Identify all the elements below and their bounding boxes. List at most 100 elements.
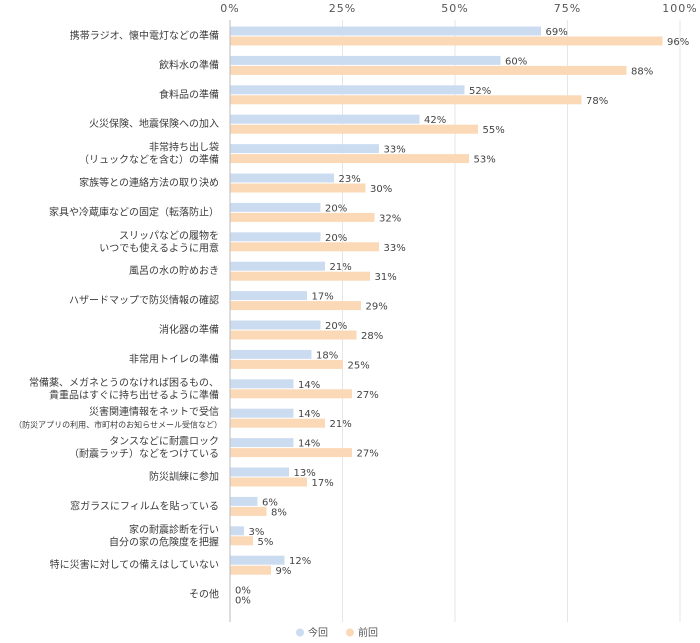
bar-current (230, 379, 294, 389)
bar-current (230, 320, 321, 330)
category-label: 飲料水の準備 (159, 58, 219, 71)
legend-label: 今回 (308, 626, 328, 639)
x-tick-label: 0% (220, 2, 239, 15)
category-label: 窓ガラスにフィルムを貼っている (70, 499, 219, 512)
x-tick-label: 75% (554, 2, 581, 15)
data-label: 3% (249, 527, 265, 538)
data-label: 33% (384, 145, 406, 156)
category-label: 携帯ラジオ、懐中電灯などの準備 (70, 29, 219, 42)
bar-previous (230, 36, 663, 46)
bar-current (230, 555, 285, 565)
bar-current (230, 349, 312, 359)
bar-previous (230, 448, 352, 458)
data-label: 27% (357, 449, 379, 460)
bar-previous (230, 389, 352, 399)
data-label: 42% (424, 115, 446, 126)
data-label: 52% (469, 86, 491, 97)
category-label: （リュックなどを含む）の準備 (79, 153, 219, 166)
bar-current (230, 55, 501, 65)
category-label: 非常用トイレの準備 (129, 352, 219, 365)
data-label: 14% (298, 409, 320, 420)
data-label: 17% (312, 478, 334, 489)
category-label: ハザードマップで防災情報の確認 (69, 294, 219, 307)
data-label: 9% (276, 566, 292, 577)
data-label: 23% (339, 174, 361, 185)
bar-previous (230, 183, 366, 193)
bar-previous (230, 301, 361, 311)
data-label: 30% (370, 184, 392, 195)
category-label: タンスなどに耐震ロック (109, 435, 219, 448)
data-label: 88% (631, 66, 653, 77)
data-label: 78% (586, 96, 608, 107)
category-label: 防災訓練に参加 (149, 470, 219, 483)
data-label: 20% (325, 203, 347, 214)
bar-previous (230, 536, 253, 546)
bar-current (230, 438, 294, 448)
data-label: 31% (375, 272, 397, 283)
data-label: 8% (271, 507, 287, 518)
data-label: 6% (262, 497, 278, 508)
bar-previous (230, 271, 370, 281)
category-label: 常備薬、メガネとうのなければ困るもの、 (29, 376, 219, 389)
data-label: 20% (325, 233, 347, 244)
data-label: 55% (483, 125, 505, 136)
bar-previous (230, 242, 379, 252)
bar-previous (230, 418, 325, 428)
category-label: 自分の家の危険度を把握 (109, 535, 219, 548)
x-tick-label: 50% (441, 2, 468, 15)
data-label: 17% (312, 292, 334, 303)
data-label: 5% (258, 537, 274, 548)
data-label: 0% (235, 586, 251, 597)
category-label: 非常持ち出し袋 (149, 141, 219, 154)
bar-previous (230, 154, 469, 164)
bar-current (230, 85, 465, 95)
data-label: 20% (325, 321, 347, 332)
legend-swatch-current (296, 628, 304, 637)
category-label: 消化器の準備 (159, 323, 219, 336)
bar-previous (230, 506, 267, 516)
bar-previous (230, 330, 357, 340)
bar-current (230, 526, 244, 536)
data-label: 21% (330, 262, 352, 273)
category-label: 貴重品はすぐに持ち出せるように準備 (49, 388, 219, 401)
data-label: 29% (366, 302, 388, 313)
category-label: 家具や冷蔵庫などの固定（転落防止） (49, 205, 219, 218)
category-label: 特に災害に対しての備えはしていない (50, 558, 219, 571)
bar-current (230, 144, 379, 154)
bar-previous (230, 477, 307, 487)
category-label: 災害関連情報をネットで受信 (89, 405, 219, 418)
x-tick-label: 25% (329, 2, 356, 15)
category-label: その他 (189, 588, 219, 601)
bar-previous (230, 124, 478, 134)
data-label: 14% (298, 439, 320, 450)
legend-label: 前回 (358, 626, 378, 639)
legend-swatch-previous (346, 628, 354, 637)
data-label: 27% (357, 390, 379, 401)
data-label: 0% (235, 596, 251, 607)
data-label: 12% (289, 556, 311, 567)
category-label: （耐震ラッチ）などをつけている (69, 447, 219, 460)
data-label: 33% (384, 243, 406, 254)
bar-current (230, 173, 334, 183)
bar-previous (230, 65, 627, 75)
data-label: 60% (505, 56, 527, 67)
bar-current (230, 202, 321, 212)
category-label: （防災アプリの利用、市町村のお知らせメール受信など） (14, 420, 222, 430)
data-label: 14% (298, 380, 320, 391)
data-label: 28% (361, 331, 383, 342)
bar-current (230, 232, 321, 242)
bar-current (230, 408, 294, 418)
data-label: 18% (316, 350, 338, 361)
bar-previous (230, 212, 375, 222)
bar-current (230, 261, 325, 271)
bar-previous (230, 359, 343, 369)
bar-current (230, 114, 420, 124)
data-label: 32% (379, 213, 401, 224)
category-label: スリッパなどの履物を (119, 229, 219, 242)
category-label: 食料品の準備 (159, 88, 219, 101)
bar-current (230, 467, 289, 477)
category-label: 火災保険、地震保険への加入 (89, 117, 219, 130)
category-label: いつでも使えるように用意 (99, 241, 219, 254)
category-label: 風呂の水の貯めおき (129, 265, 219, 277)
